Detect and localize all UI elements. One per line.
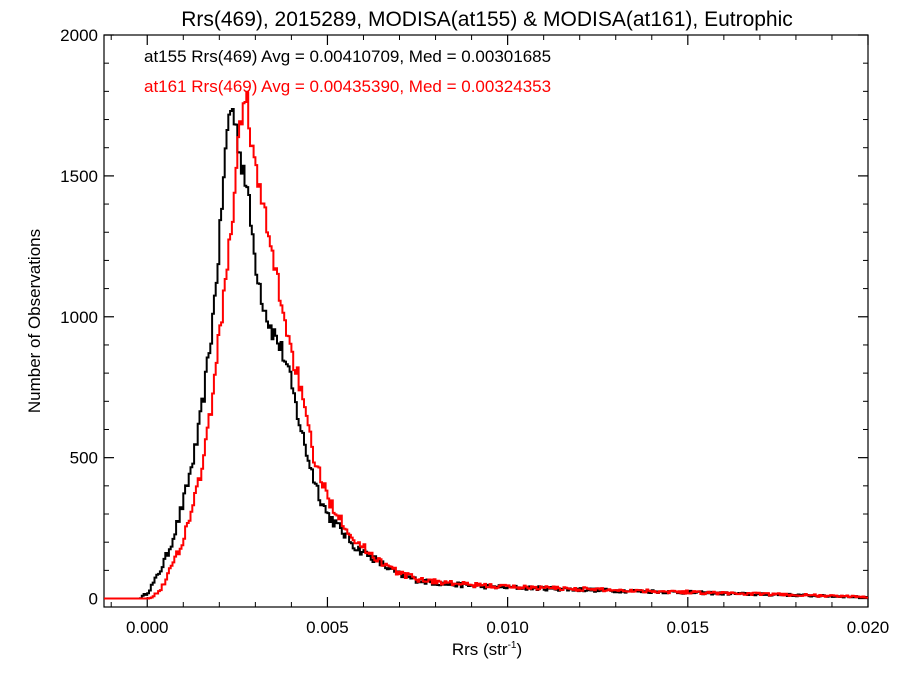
x-axis-label: Rrs (str-1) (452, 640, 522, 659)
x-tick-label: 0.010 (486, 618, 529, 637)
plot-frame (103, 34, 869, 608)
x-axis-label-close: ) (516, 640, 522, 659)
y-tick-label: 2000 (60, 26, 98, 45)
y-tick-label: 0 (89, 590, 98, 609)
y-axis-label: Number of Observations (25, 229, 44, 413)
x-tick-label: 0.005 (306, 618, 349, 637)
x-tick-label: 0.020 (847, 618, 890, 637)
y-tick-label: 500 (70, 449, 98, 468)
series-line-at155 (104, 108, 868, 600)
annotation-at161: at161 Rrs(469) Avg = 0.00435390, Med = 0… (144, 77, 551, 96)
series-layer (104, 91, 868, 600)
x-tick-label: 0.015 (667, 618, 710, 637)
x-axis-label-superscript: -1 (508, 640, 517, 651)
series-line-at161 (104, 91, 868, 600)
y-axis: 0 500 1000 1500 2000 (60, 26, 868, 609)
y-tick-label: 1500 (60, 167, 98, 186)
x-axis: 0.000 0.005 0.010 0.015 0.020 (110, 35, 890, 637)
chart-title: Rrs(469), 2015289, MODISA(at155) & MODIS… (181, 8, 793, 31)
y-tick-label: 1000 (60, 308, 98, 327)
x-tick-label: 0.000 (126, 618, 169, 637)
annotation-at155: at155 Rrs(469) Avg = 0.00410709, Med = 0… (144, 47, 551, 66)
x-axis-label-text: Rrs (str (452, 640, 508, 659)
